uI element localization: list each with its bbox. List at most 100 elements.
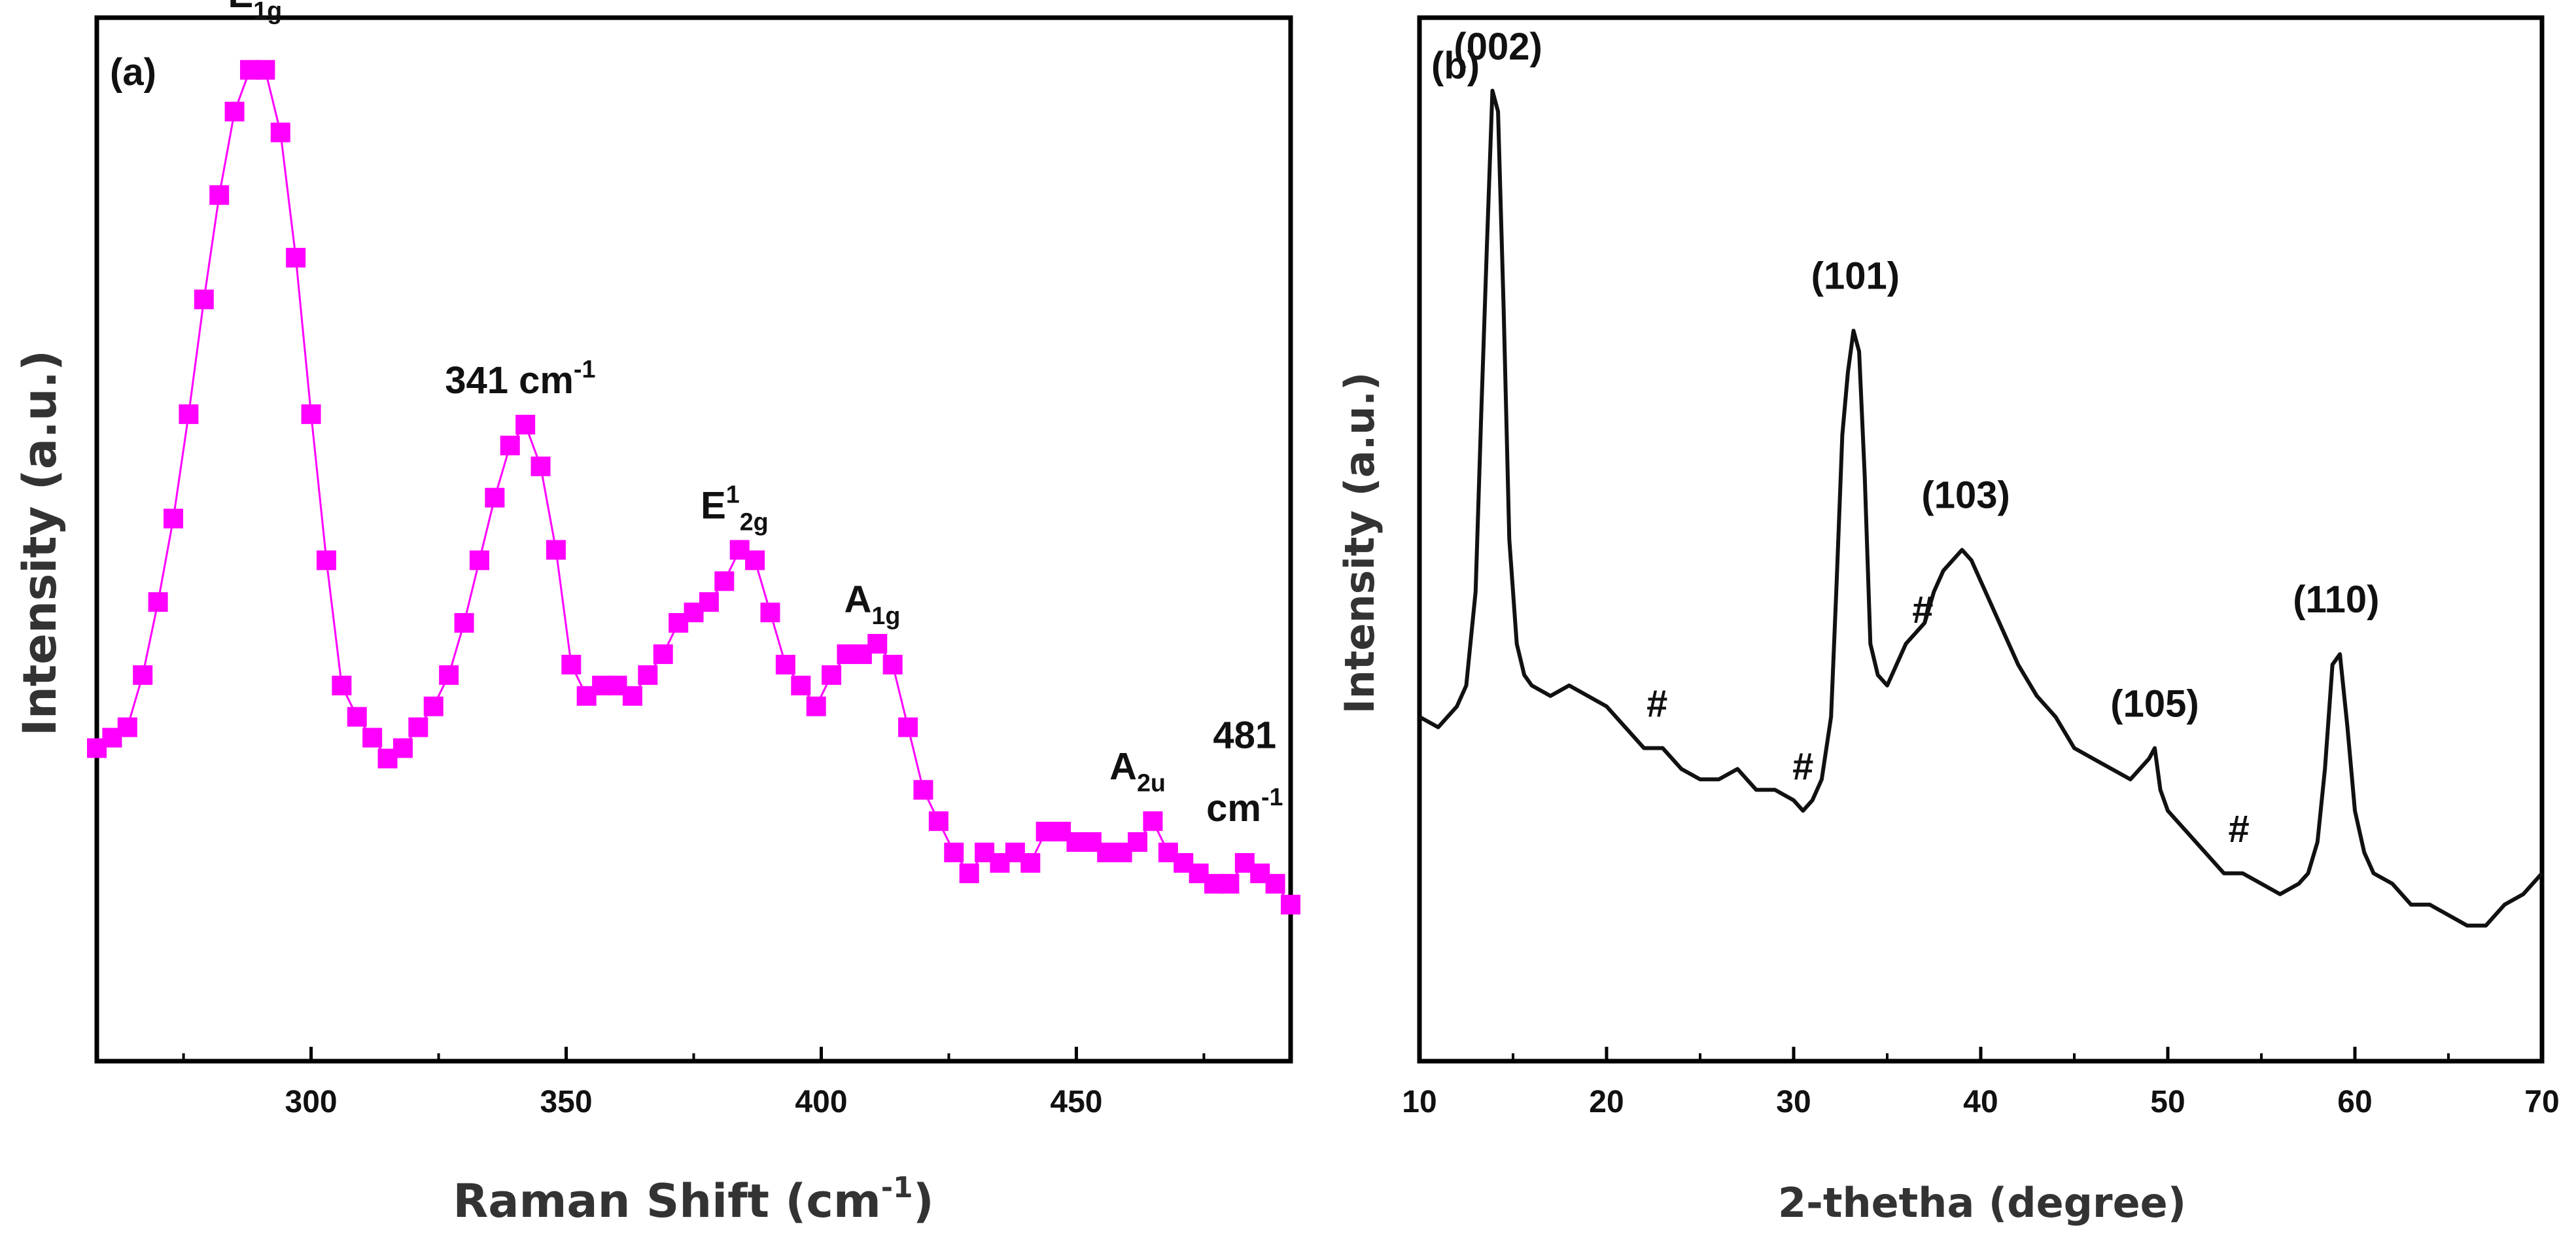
panel-a-data-point: [117, 717, 137, 737]
panel-b: (b) 10 20 30 40 50 60 70 (002)(101)(103)(105)(…: [1336, 15, 2560, 1227]
panel-a-data-point: [638, 665, 658, 685]
panel-a-data-point: [423, 696, 444, 716]
panel-b-tick-label: 30: [1776, 1085, 1811, 1119]
panel-a-data-point: [928, 811, 949, 832]
panel-a-data-point: [179, 404, 199, 425]
panel-a-xlabel: Raman Shift (cm-1): [453, 1171, 933, 1228]
panel-a-data-point: [622, 686, 642, 706]
panel-a-series: [87, 60, 1300, 915]
panel-b-x-ticks: 10 20 30 40 50 60 70: [1402, 1047, 2560, 1119]
panel-a-data-point: [255, 60, 275, 80]
panel-a-data-point: [316, 550, 336, 570]
panel-a-annotation: cm-1: [1206, 783, 1283, 830]
panel-a-data-point: [332, 675, 352, 695]
panel-a-data-point: [959, 863, 979, 883]
panel-b-annotation: (103): [1921, 474, 2010, 517]
panel-b-tick-label: 60: [2337, 1085, 2372, 1119]
panel-a-data-point: [286, 247, 306, 268]
panel-b-tick-label: 10: [1402, 1085, 1436, 1119]
panel-a-data-point: [1281, 894, 1300, 915]
panel-b-annotation: #: [2229, 808, 2250, 850]
panel-a-data-point: [1128, 832, 1148, 852]
panel-a-ylabel: Intensity (a.u.): [13, 350, 67, 736]
panel-b-series-line: [1418, 88, 2544, 928]
panel-a-annotation: E1g: [228, 0, 282, 24]
panel-a-data-point: [133, 665, 153, 685]
panel-a-data-point: [653, 644, 673, 664]
panel-a-data-point: [1265, 873, 1285, 894]
panel-a-data-point: [531, 456, 551, 476]
panel-a-data-point: [1020, 852, 1041, 873]
panel-b-tick-label: 20: [1589, 1085, 1624, 1119]
panel-a-annotation: 481: [1213, 714, 1276, 757]
panel-a-data-point: [699, 592, 719, 612]
panel-b-series: [1418, 88, 2544, 928]
panel-a-data-point: [408, 717, 428, 737]
panel-a-data-point: [791, 675, 811, 695]
panel-a-label: (a): [110, 51, 156, 94]
panel-a-data-point: [1219, 873, 1240, 894]
panel-a-data-point: [439, 665, 459, 685]
panel-b-tick-label: 40: [1963, 1085, 1998, 1119]
panel-a-data-point: [867, 634, 888, 654]
panel-a-data-point: [469, 550, 489, 570]
panel-a-data-point: [546, 540, 566, 560]
panel-a-xlabel-close: ): [913, 1174, 934, 1228]
panel-b-annotation: (110): [2293, 578, 2379, 621]
panel-a-data-point: [163, 508, 183, 529]
panel-b-label: (b): [1431, 44, 1480, 87]
panel-a-data-point: [500, 435, 520, 455]
panel-b-frame: [1417, 15, 2545, 1064]
panel-b-annotation: #: [1646, 683, 1667, 726]
panel-a-data-point: [392, 738, 413, 758]
panel-a-data-point: [944, 843, 964, 862]
panel-a-data-point: [362, 728, 383, 748]
panel-a-annotation: 341 cm-1: [445, 355, 595, 402]
panel-a-data-point: [194, 289, 214, 309]
panel-a-tick-label: 450: [1050, 1085, 1102, 1119]
panel-a-xlabel-main: Raman Shift (cm: [453, 1174, 880, 1228]
panel-b-tick-label: 50: [2150, 1085, 2185, 1119]
panel-a-annotation: A1g: [844, 578, 901, 629]
panel-a-tick-label: 300: [285, 1085, 338, 1119]
panel-b-annotation: #: [1792, 745, 1813, 788]
panel-a-data-point: [822, 665, 842, 685]
panel-b-ylabel: Intensity (a.u.): [1336, 372, 1384, 714]
panel-b-annotation: #: [1912, 589, 1933, 631]
panel-a-annotations: E1g 341 cm-1 E12g A1g A2u 481 cm-1: [228, 0, 1283, 830]
panel-a-frame: [94, 15, 1293, 1064]
panel-a-data-point: [485, 487, 505, 508]
panel-a-x-ticks: 300 350 400 450: [182, 1047, 1206, 1119]
panel-a-data-point: [270, 122, 290, 143]
panel-a-tick-label: 350: [540, 1085, 592, 1119]
panel-a-data-point: [454, 613, 474, 633]
panel-a-data-point: [301, 404, 321, 425]
panel-a-xlabel-sup: -1: [881, 1171, 913, 1204]
panel-a-data-point: [1143, 811, 1163, 832]
panel-b-annotation: (105): [2110, 683, 2199, 726]
panel-a-tick-label: 400: [795, 1085, 847, 1119]
panel-a: (a) 300 350 400 450 E1g 341 cm-1 E12g A1g A2u 48…: [13, 0, 1300, 1228]
panel-b-tick-label: 70: [2524, 1085, 2559, 1119]
panel-a-data-point: [913, 780, 933, 800]
panel-a-data-point: [714, 571, 735, 591]
panel-b-annotation: (101): [1811, 255, 1900, 298]
panel-a-data-point: [515, 415, 536, 435]
panel-a-data-point: [561, 654, 582, 675]
panel-a-data-point: [347, 707, 367, 727]
panel-a-annotation: A2u: [1109, 745, 1166, 796]
panel-a-data-point: [775, 654, 795, 675]
panel-a-data-point: [224, 101, 245, 122]
panel-a-annotation: E12g: [701, 481, 769, 536]
panel-a-data-point: [898, 717, 918, 737]
panel-b-annotations: (002) (101) (103) (105) (110) # # # #: [1453, 26, 2379, 850]
panel-b-annotation: (002): [1453, 26, 1542, 68]
panel-b-xlabel: 2-thetha (degree): [1778, 1179, 2186, 1227]
panel-a-data-point: [148, 592, 168, 612]
panel-a-data-point: [209, 185, 230, 205]
panel-a-data-point: [882, 654, 903, 675]
panel-a-data-point: [806, 696, 826, 716]
panel-a-data-point: [760, 603, 780, 623]
panel-a-data-point: [745, 550, 765, 570]
